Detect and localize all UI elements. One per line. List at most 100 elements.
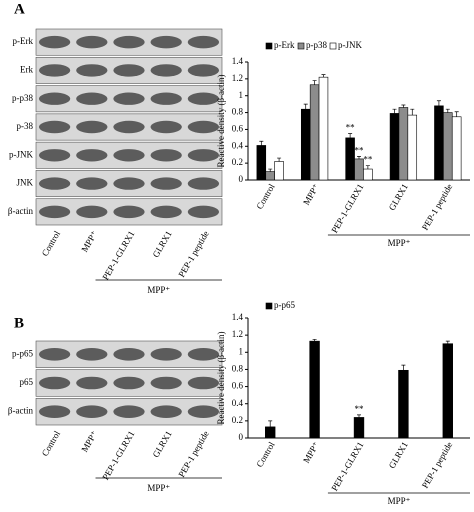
y-tick-label: 1.4	[232, 56, 244, 66]
x-tick-label: PEP-1-GLRX1	[329, 182, 365, 235]
bar	[274, 161, 284, 181]
blot-band	[76, 92, 108, 105]
blot-band	[150, 376, 182, 390]
bar	[309, 340, 320, 439]
y-tick-label: 0.8	[232, 107, 244, 117]
blot-band	[76, 177, 108, 190]
blot-band	[187, 64, 220, 77]
error-bar	[365, 165, 370, 170]
blot-band	[76, 149, 108, 162]
error-bar	[357, 156, 361, 159]
blot-band	[187, 205, 220, 219]
annotation: **	[363, 155, 373, 165]
row-label: β-actin	[8, 406, 34, 416]
group-label: MPP⁺	[147, 285, 170, 295]
lane-label: Control	[40, 429, 63, 458]
y-tick-label: 1.4	[232, 312, 244, 322]
bar	[353, 417, 365, 439]
annotation: **	[355, 145, 365, 155]
blot-band	[113, 92, 145, 105]
error-bar	[259, 140, 264, 146]
blot-band	[187, 149, 220, 162]
blot-band	[113, 35, 145, 49]
lane-label: GLRX1	[151, 229, 174, 259]
blot-band	[150, 64, 182, 77]
bar	[398, 369, 409, 439]
blot-band	[150, 177, 182, 190]
bar	[265, 171, 275, 181]
bar	[434, 105, 444, 181]
group-label: MPP⁺	[147, 483, 170, 493]
y-axis-label: Reactive density (β-actin)	[216, 331, 226, 424]
error-bar	[312, 339, 317, 342]
error-bar	[312, 80, 317, 85]
lane-label: PEP-1-GLRX1	[100, 429, 136, 482]
blot-band	[76, 35, 108, 49]
blot-band	[38, 376, 71, 390]
blot-band	[76, 205, 108, 219]
annotation: **	[346, 123, 356, 133]
blot-band	[38, 120, 71, 134]
annotation: **	[355, 404, 365, 414]
blot-band	[113, 205, 145, 219]
y-tick-label: 1	[239, 346, 244, 356]
blot-band	[113, 64, 145, 77]
error-bar	[357, 414, 361, 418]
blot-band	[113, 120, 145, 134]
x-tick-label: GLRX1	[387, 440, 410, 470]
blot-band	[113, 149, 145, 162]
blot-band	[187, 405, 220, 418]
error-bar	[303, 103, 308, 110]
x-tick-label: Control	[254, 182, 277, 211]
blot-band	[113, 405, 145, 418]
y-tick-label: 1.2	[232, 73, 243, 83]
legend-label: p-JNK	[338, 40, 362, 50]
bar	[354, 158, 364, 181]
error-bar	[445, 340, 450, 344]
blot-band	[150, 348, 182, 361]
blot-band	[76, 348, 108, 361]
y-tick-label: 1.2	[232, 329, 243, 339]
row-label: p-JNK	[9, 149, 33, 159]
row-label: β-actin	[8, 206, 34, 216]
y-axis-label: Reactive density (β-actin)	[216, 74, 226, 167]
error-bar	[445, 108, 450, 113]
group-label: MPP⁺	[388, 238, 411, 248]
lane-label: Control	[40, 229, 63, 258]
blot-band	[187, 92, 220, 105]
blot-band	[187, 348, 220, 361]
y-tick-label: 0	[239, 432, 244, 442]
blot-band	[150, 405, 182, 418]
bar	[300, 108, 311, 181]
row-label: JNK	[16, 178, 33, 188]
bar	[265, 426, 276, 439]
blot-band	[187, 35, 220, 49]
lane-label: MPP⁺	[79, 429, 99, 454]
x-tick-label: PEP-1 peptide	[420, 182, 455, 232]
bar	[451, 116, 462, 181]
row-label: p-38	[17, 121, 34, 131]
bar	[442, 343, 453, 439]
blot-band	[76, 120, 108, 134]
blot-band	[150, 149, 182, 162]
row-label: p65	[20, 377, 34, 387]
error-bar	[348, 133, 353, 138]
blot-band	[38, 149, 71, 162]
blot-band	[113, 177, 145, 190]
blot-band	[113, 376, 145, 390]
blot-band	[113, 348, 145, 361]
lane-label: PEP-1 peptide	[176, 229, 211, 279]
error-bar	[321, 74, 326, 78]
error-bar	[454, 111, 459, 117]
y-tick-label: 0.4	[232, 140, 244, 150]
error-bar	[268, 420, 273, 427]
blot-band	[38, 92, 71, 105]
bar	[389, 113, 400, 181]
error-bar	[401, 104, 406, 108]
bar	[363, 168, 373, 181]
y-tick-label: 0.2	[232, 157, 243, 167]
y-tick-label: 0.2	[232, 415, 243, 425]
legend-swatch	[297, 42, 305, 50]
row-label: p-p65	[12, 348, 33, 358]
x-tick-label: MPP⁺	[301, 182, 321, 207]
